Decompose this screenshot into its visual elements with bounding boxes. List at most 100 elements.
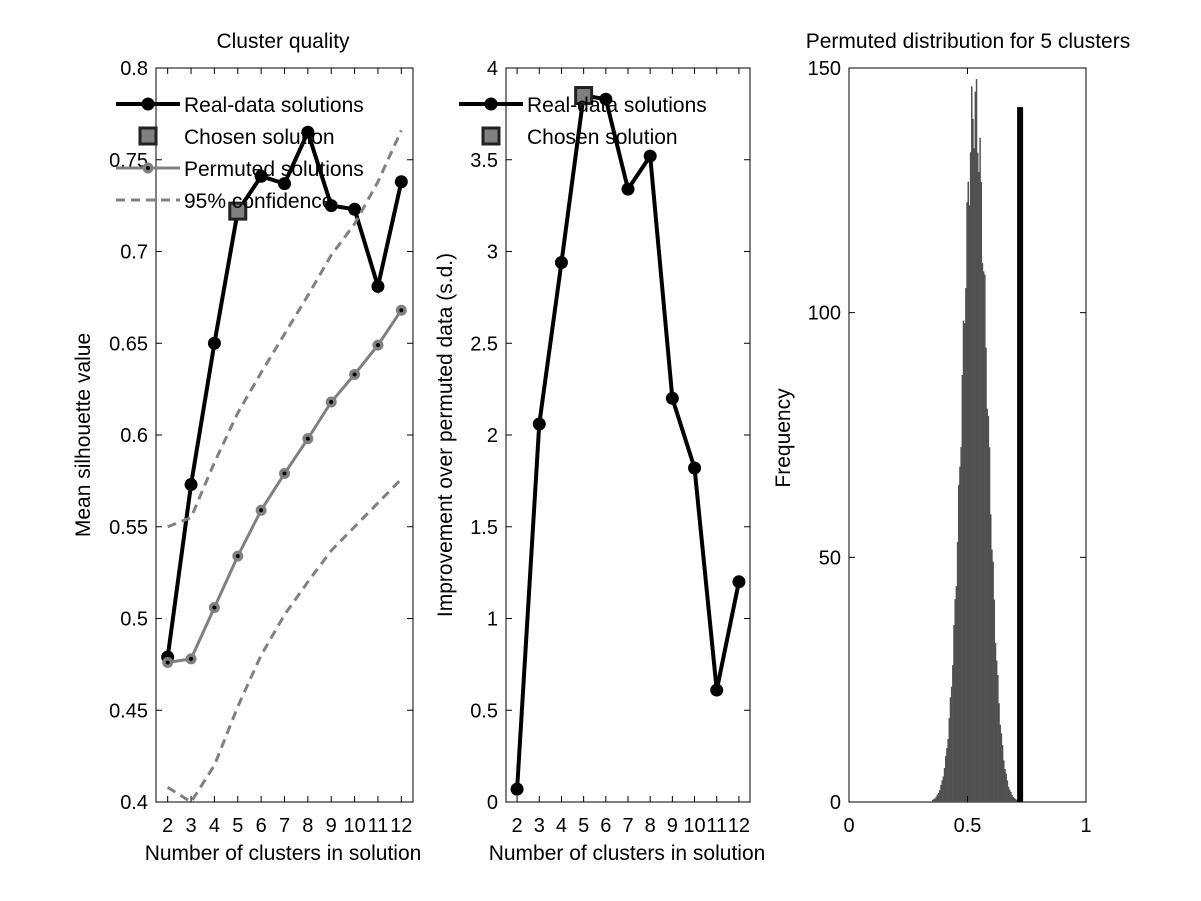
x-tick-label: 3 bbox=[534, 815, 545, 837]
histogram-bar bbox=[941, 780, 943, 802]
histogram-bar bbox=[1010, 792, 1012, 802]
histogram-bar bbox=[988, 447, 991, 802]
y-tick-label: 1.5 bbox=[470, 517, 498, 539]
x-tick-label: 7 bbox=[279, 815, 290, 837]
histogram-bar bbox=[946, 748, 948, 802]
data-point-real bbox=[554, 256, 568, 270]
y-tick-label: 2.5 bbox=[470, 333, 498, 355]
data-point-permuted-center bbox=[235, 554, 240, 559]
histogram-bars bbox=[931, 79, 1024, 803]
histogram-bar bbox=[966, 202, 968, 803]
x-axis-label: Number of clusters in solution bbox=[489, 842, 766, 865]
data-point-permuted-center bbox=[259, 508, 264, 513]
data-point-permuted-center bbox=[282, 471, 287, 476]
data-point-real bbox=[621, 182, 635, 196]
y-tick-label: 50 bbox=[819, 547, 841, 569]
histogram-bar bbox=[962, 320, 965, 802]
histogram-bar bbox=[973, 148, 975, 803]
histogram-bar bbox=[1014, 799, 1017, 802]
series-layer bbox=[510, 86, 746, 796]
y-tick-label: 0 bbox=[487, 792, 498, 814]
histogram-bar bbox=[969, 152, 972, 803]
legend: Real-data solutions Chosen solution bbox=[459, 94, 707, 149]
data-point-real bbox=[599, 92, 613, 106]
legend-label: Chosen solution bbox=[527, 126, 678, 149]
histogram-bar bbox=[955, 586, 958, 802]
histogram-bar bbox=[965, 288, 967, 802]
legend-label: Permuted solutions bbox=[184, 158, 364, 181]
histogram-bar bbox=[937, 792, 940, 802]
histogram-bar bbox=[982, 271, 985, 802]
legend-label: 95% confidence bbox=[184, 190, 333, 213]
data-point-real bbox=[532, 417, 546, 431]
histogram-bar bbox=[954, 599, 956, 802]
data-point-real bbox=[348, 202, 362, 216]
histogram-bar bbox=[980, 182, 983, 802]
x-tick-label: 11 bbox=[368, 815, 389, 837]
histogram-bar bbox=[1005, 773, 1007, 802]
y-tick-label: 0.7 bbox=[120, 242, 148, 264]
histogram-bar bbox=[959, 466, 961, 802]
axis-ticks: 2 3 4 5 6 7 8 9 10 11 12 0.4 0.45 0.5 0.55 0.6 0.65 0.7 0.… bbox=[109, 58, 413, 837]
chart-title: Permuted distribution for 5 clusters bbox=[806, 30, 1130, 53]
y-tick-label: 4 bbox=[487, 58, 498, 80]
y-tick-label: 0.8 bbox=[120, 58, 148, 80]
y-tick-label: 3.5 bbox=[470, 150, 498, 172]
x-tick-label: 11 bbox=[706, 815, 727, 837]
x-tick-label: 9 bbox=[667, 815, 678, 837]
histogram-bar bbox=[985, 347, 987, 802]
chosen-solution-marker bbox=[228, 201, 248, 221]
histogram-bar bbox=[1011, 794, 1013, 802]
histogram-bar bbox=[1016, 800, 1018, 802]
x-tick-label: 8 bbox=[302, 815, 313, 837]
histogram-bar bbox=[1004, 768, 1006, 802]
histogram-bar bbox=[981, 263, 984, 802]
histogram-bar bbox=[944, 756, 947, 802]
x-axis-label: Number of clusters in solution bbox=[145, 842, 422, 865]
y-tick-label: 0.5 bbox=[120, 609, 148, 631]
histogram-bar bbox=[956, 542, 959, 802]
x-tick-label: 0 bbox=[843, 815, 854, 837]
histogram-bar bbox=[998, 703, 1000, 802]
y-tick-label: 3 bbox=[487, 242, 498, 264]
data-point-real bbox=[207, 336, 221, 350]
x-tick-label: 6 bbox=[600, 815, 611, 837]
data-point-permuted-center bbox=[329, 399, 334, 404]
y-tick-label: 0.75 bbox=[109, 150, 148, 172]
histogram-bar bbox=[1007, 786, 1010, 802]
data-point-real bbox=[254, 169, 268, 183]
legend-label: Real-data solutions bbox=[184, 94, 364, 117]
histogram-bar bbox=[963, 323, 966, 802]
x-tick-label: 12 bbox=[390, 815, 412, 837]
histogram-bar bbox=[986, 408, 988, 802]
data-point-permuted-center bbox=[399, 308, 404, 313]
histogram-bar bbox=[1008, 789, 1011, 802]
legend-label: Real-data solutions bbox=[527, 94, 707, 117]
y-tick-label: 0.5 bbox=[470, 700, 498, 722]
histogram-bar bbox=[1001, 745, 1004, 802]
data-point-real bbox=[371, 279, 385, 293]
data-point-real bbox=[184, 478, 198, 492]
histogram-bar bbox=[991, 549, 993, 802]
histogram-bar bbox=[978, 171, 980, 802]
histogram-bar bbox=[936, 794, 939, 802]
histogram-bar bbox=[942, 776, 945, 802]
histogram-bar bbox=[952, 665, 954, 802]
y-tick-label: 0.4 bbox=[120, 792, 148, 814]
histogram-bar bbox=[997, 675, 999, 802]
histogram-bar bbox=[960, 446, 962, 802]
series-line-permuted bbox=[167, 309, 403, 665]
histogram-bar bbox=[1003, 760, 1005, 802]
histogram-bar bbox=[1006, 780, 1009, 802]
x-tick-label: 3 bbox=[185, 815, 196, 837]
data-point-real bbox=[324, 199, 338, 213]
histogram-bar bbox=[971, 86, 973, 802]
histogram-bar bbox=[1012, 797, 1015, 802]
x-tick-label: 10 bbox=[343, 815, 365, 837]
x-tick-label: 2 bbox=[162, 815, 173, 837]
chosen-solution-marker bbox=[574, 86, 594, 106]
legend-label: Chosen solution bbox=[184, 126, 335, 149]
